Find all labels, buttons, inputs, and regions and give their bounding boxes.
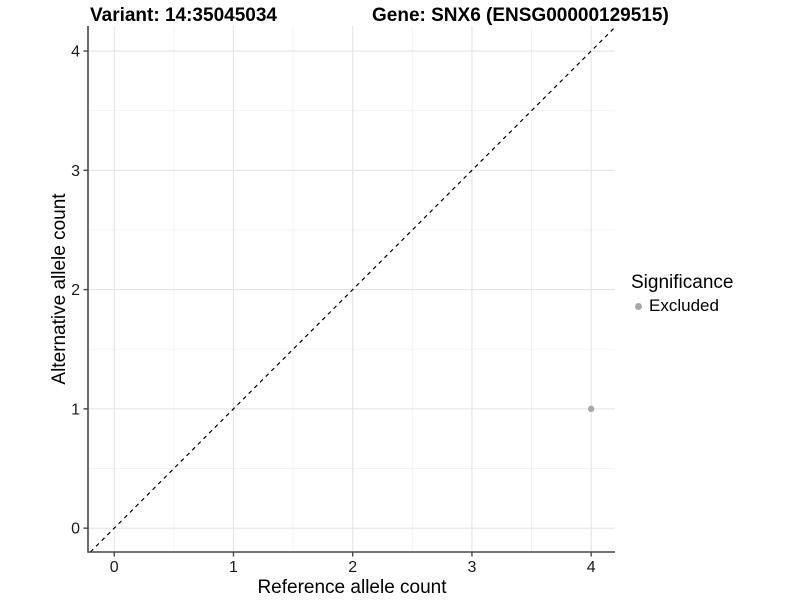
identity-line bbox=[89, 26, 616, 553]
x-axis-title: Reference allele count bbox=[257, 577, 447, 598]
y-axis-title: Alternative allele count bbox=[49, 193, 70, 385]
excluded-dot-icon bbox=[635, 302, 642, 310]
chart-panel: 0 1 2 3 4 0 1 2 3 4 bbox=[71, 26, 616, 576]
y-tick-label: 0 bbox=[71, 521, 80, 538]
gene-title: Gene: SNX6 (ENSG00000129515) bbox=[372, 5, 669, 26]
x-tick-label: 1 bbox=[229, 559, 238, 576]
x-tick-label: 2 bbox=[348, 559, 357, 576]
x-tick-label: 4 bbox=[587, 559, 596, 576]
x-tick-label: 3 bbox=[467, 559, 476, 576]
y-tick-label: 2 bbox=[71, 282, 80, 299]
legend-item-label: Excluded bbox=[649, 296, 719, 315]
y-tick-label: 3 bbox=[71, 163, 80, 180]
legend-item-excluded: Excluded bbox=[631, 296, 733, 316]
variant-title: Variant: 14:35045034 bbox=[90, 5, 277, 26]
x-tick-label: 0 bbox=[110, 559, 119, 576]
data-point bbox=[587, 405, 595, 413]
y-tick-label: 1 bbox=[71, 401, 80, 418]
y-tick-label: 4 bbox=[71, 44, 80, 61]
legend: Significance Excluded bbox=[631, 271, 733, 316]
legend-title: Significance bbox=[631, 272, 734, 293]
